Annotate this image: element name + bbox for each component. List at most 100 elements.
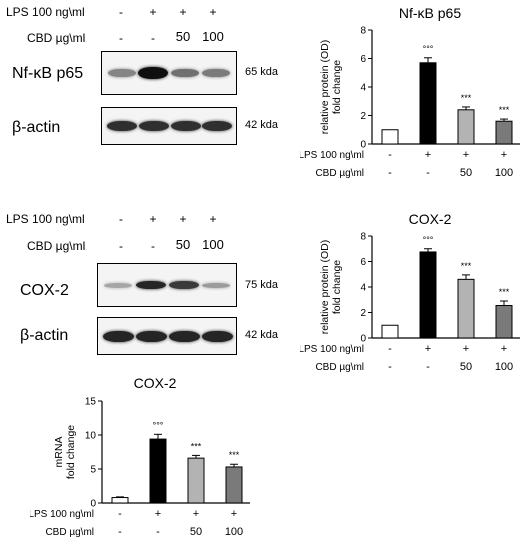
- cbd-label: CBD µg\ml: [27, 31, 86, 45]
- lps-sign: +: [193, 508, 199, 520]
- lps-sign: +: [501, 343, 507, 355]
- cbd-sign: 50: [460, 167, 472, 179]
- cbd-sign: 50: [460, 361, 472, 373]
- y-tick-label: 8: [360, 26, 366, 37]
- cbd-sign: -: [388, 167, 392, 179]
- protein-band: [202, 69, 230, 77]
- bar: [381, 129, 399, 145]
- bar: [187, 457, 205, 504]
- chart-title: Nf-κB p65: [398, 5, 462, 21]
- lps-label: LPS 100 ng\ml: [6, 212, 85, 226]
- bar: [381, 324, 399, 339]
- protein-band: [103, 331, 134, 342]
- cbd-sign: -: [118, 526, 122, 538]
- bar: [225, 466, 243, 504]
- cbd-label: CBD µg\ml: [27, 239, 86, 253]
- cbd-sign: -: [426, 361, 430, 373]
- significance-marker: °°°: [423, 44, 434, 54]
- y-tick-label: 0: [360, 334, 366, 345]
- significance-marker: ***: [499, 287, 510, 297]
- y-tick-label: 4: [360, 283, 366, 294]
- lps-label: LPS 100 ng\ml: [300, 344, 364, 355]
- cbd-sign: 100: [495, 361, 513, 373]
- lps-sign: +: [179, 212, 187, 226]
- lps-label: LPS 100 ng\ml: [300, 150, 364, 161]
- significance-marker: ***: [191, 441, 202, 451]
- lps-sign: +: [425, 149, 431, 161]
- cbd-label: CBD µg\ml: [45, 527, 94, 538]
- bar: [495, 120, 513, 145]
- lps-sign: +: [209, 212, 217, 226]
- kda-label: 65 kda: [245, 66, 279, 78]
- lps-sign: +: [209, 5, 217, 19]
- cbd-sign: 50: [190, 526, 202, 538]
- y-tick-label: 2: [360, 308, 366, 319]
- y-axis-label: relative protein (OD): [319, 40, 331, 135]
- cbd-sign: -: [426, 167, 430, 179]
- y-tick-label: 10: [85, 431, 97, 442]
- cbd-label: CBD µg\ml: [315, 362, 364, 373]
- blot-row-label: COX-2: [20, 282, 69, 299]
- bar: [419, 62, 437, 145]
- y-tick-label: 0: [360, 140, 366, 151]
- y-tick-label: 2: [360, 111, 366, 122]
- lps-sign: +: [155, 508, 161, 520]
- cbd-dose: 100: [202, 29, 224, 44]
- cbd-dose: 100: [202, 237, 224, 252]
- bar-chart-nfkb-protein: 0 2 4 6 8 relative protein (OD) fold change °°°…: [300, 26, 520, 179]
- cbd-dose: 50: [175, 29, 191, 44]
- blot-row-label: β-actin: [12, 119, 61, 136]
- lps-sign: +: [501, 149, 507, 161]
- y-tick-label: 15: [85, 397, 97, 408]
- protein-band: [202, 283, 230, 288]
- protein-band: [104, 283, 132, 288]
- significance-marker: °°°: [153, 420, 164, 430]
- y-axis-label: fold change: [65, 425, 77, 479]
- lps-sign: -: [388, 343, 392, 355]
- significance-marker: ***: [461, 261, 472, 271]
- lps-sign: +: [179, 5, 187, 19]
- blot-row-label: β-actin: [20, 327, 69, 344]
- bar: [495, 304, 513, 339]
- protein-band: [108, 69, 136, 77]
- lps-sign: +: [231, 508, 237, 520]
- blot-strip: [97, 263, 237, 307]
- lps-sign: +: [463, 343, 469, 355]
- bar: [419, 251, 437, 339]
- cbd-sign: -: [119, 31, 123, 45]
- significance-marker: ***: [461, 93, 472, 103]
- protein-band: [169, 281, 199, 289]
- cbd-label: CBD µg\ml: [315, 168, 364, 179]
- significance-marker: °°°: [423, 235, 434, 245]
- protein-band: [171, 121, 201, 131]
- blot-strip: [101, 107, 237, 145]
- protein-band: [202, 331, 233, 342]
- blot-strip: [97, 317, 237, 355]
- chart-title: COX-2: [408, 211, 452, 227]
- blot-row-label: Nf-κB p65: [12, 65, 84, 82]
- kda-label: 42 kda: [245, 119, 279, 131]
- blot-strip: [101, 51, 237, 95]
- cbd-sign: -: [119, 239, 123, 253]
- y-tick-label: 0: [90, 499, 96, 510]
- y-axis-label: fold change: [331, 60, 343, 114]
- bar-chart-cox2-protein: 0 2 4 6 8 relative protein (OD) fold change °°°…: [300, 232, 520, 373]
- cbd-dose: 50: [175, 237, 191, 252]
- cbd-sign: -: [151, 239, 155, 253]
- bar: [457, 109, 475, 145]
- bar: [149, 438, 167, 504]
- chart-title: COX-2: [133, 375, 177, 391]
- y-tick-label: 6: [360, 54, 366, 65]
- protein-band: [107, 121, 137, 131]
- y-axis-label: mRNA: [53, 437, 65, 468]
- y-axis-label: fold change: [331, 260, 343, 314]
- protein-band: [139, 121, 169, 131]
- cbd-sign: 100: [225, 526, 243, 538]
- lps-sign: +: [425, 343, 431, 355]
- cbd-sign: -: [388, 361, 392, 373]
- y-tick-label: 5: [90, 465, 96, 476]
- lps-sign: +: [149, 212, 157, 226]
- y-tick-label: 6: [360, 257, 366, 268]
- significance-marker: ***: [499, 105, 510, 115]
- kda-label: 75 kda: [245, 279, 279, 291]
